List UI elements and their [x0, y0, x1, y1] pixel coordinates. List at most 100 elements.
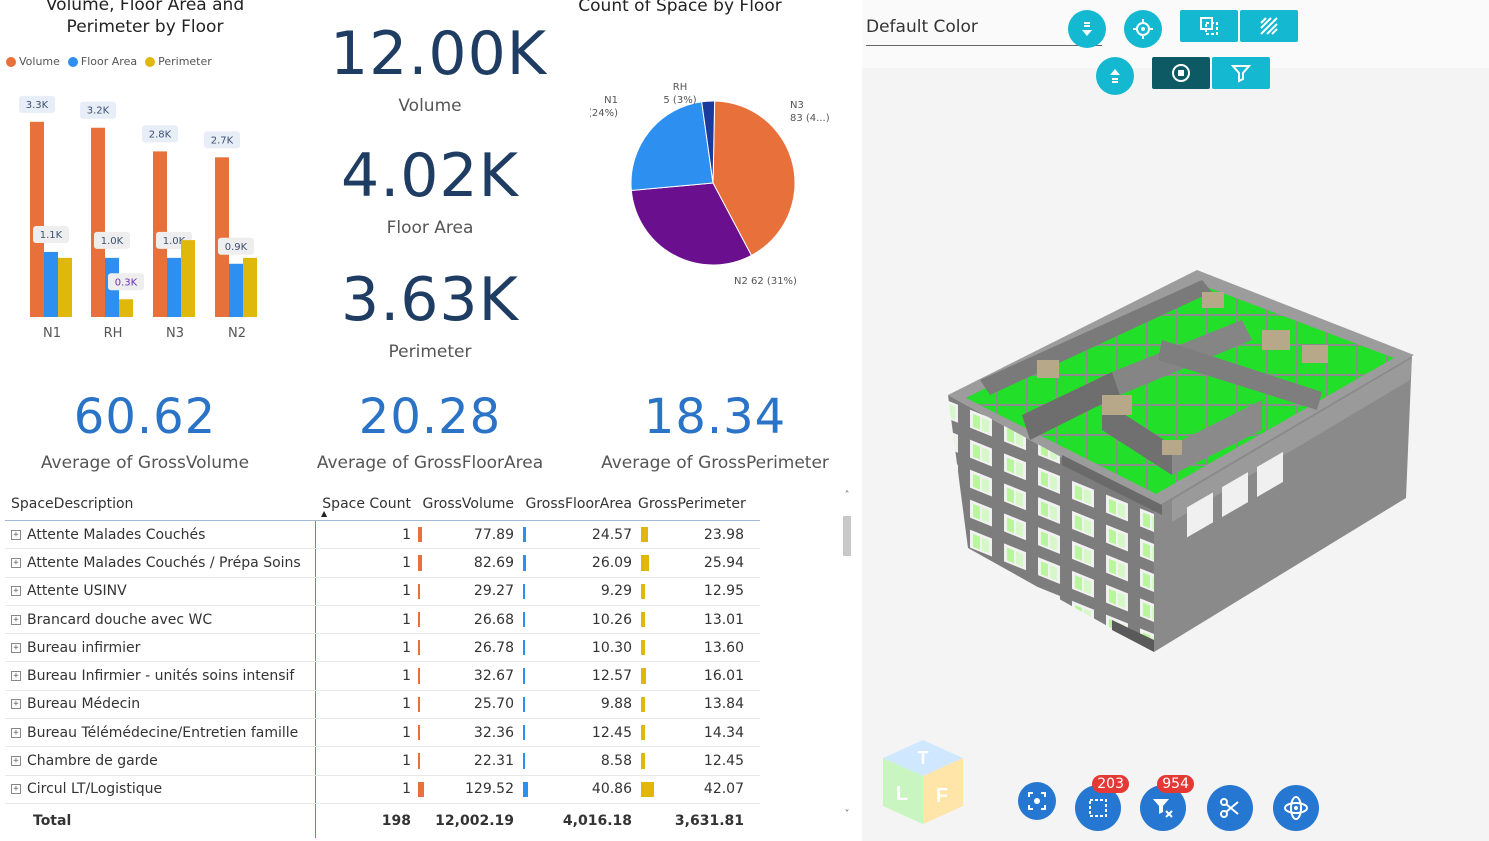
- bar-floor-area-n3[interactable]: [167, 257, 181, 317]
- scroll-up-icon[interactable]: ˄: [844, 490, 850, 501]
- cell-gross-volume: 77.89: [415, 521, 520, 548]
- gross-volume-text: 32.36: [473, 724, 514, 741]
- expand-icon[interactable]: +: [11, 756, 21, 767]
- col-header-gross-volume[interactable]: GrossVolume: [422, 496, 514, 512]
- x-tick-label: N3: [166, 326, 184, 341]
- expand-icon[interactable]: +: [11, 784, 21, 795]
- table-row[interactable]: + Bureau Infirmier - unités soins intensi…: [5, 662, 760, 691]
- table-row[interactable]: + Bureau Télémédecine/Entretien famille 1 3…: [5, 719, 760, 748]
- table-row[interactable]: + Attente Malades Couchés / Prépa Soins 1 8…: [5, 549, 760, 578]
- table-row[interactable]: + Bureau Médecin 1 25.70 9.88 13.84: [5, 690, 760, 720]
- expand-icon[interactable]: +: [11, 699, 21, 710]
- bar-perimeter-rh[interactable]: [119, 299, 133, 317]
- clear-filter-button[interactable]: 954: [1140, 775, 1194, 831]
- orbit-icon: [1284, 796, 1308, 820]
- legend-perimeter[interactable]: Perimeter: [145, 55, 212, 68]
- data-label: 2.8K: [149, 129, 172, 140]
- building-model[interactable]: [862, 0, 1489, 841]
- select-box-icon: [1089, 799, 1107, 817]
- selection-button[interactable]: 203: [1075, 775, 1129, 831]
- pie-slice-n3[interactable]: [712, 100, 796, 257]
- pie-slice-rh[interactable]: [701, 100, 716, 184]
- cell-space-description: + Chambre de garde: [5, 753, 315, 769]
- expand-icon[interactable]: +: [11, 557, 21, 568]
- filter-button[interactable]: [1212, 57, 1270, 89]
- bar-chart[interactable]: 3.3K 1.1K N1 3.2K 1.0K 0.3K RH 2.8K 1.0K N3 2.7K 0.…: [0, 90, 290, 350]
- space-description-text: Brancard douche avec WC: [27, 611, 213, 628]
- expand-button[interactable]: [1096, 57, 1134, 95]
- pie-chart-title: Count of Space by Floor: [578, 0, 782, 16]
- total-volume: 12,002.19: [435, 812, 514, 829]
- table-row[interactable]: + Brancard douche avec WC 1 26.68 10.26 13.01: [5, 605, 760, 635]
- pie-slice-n1[interactable]: [630, 101, 714, 192]
- expand-icon[interactable]: +: [11, 671, 21, 682]
- cell-gross-volume: 32.36: [415, 719, 520, 746]
- bar-floor-area-n2[interactable]: [229, 263, 243, 317]
- expand-icon[interactable]: +: [11, 642, 21, 653]
- expand-icon[interactable]: +: [11, 529, 21, 540]
- filter-clear-icon: [1153, 799, 1173, 818]
- legend-volume[interactable]: Volume: [6, 55, 60, 68]
- sort-arrow-icon: ▲: [321, 509, 328, 518]
- cell-gross-floor-area: 12.45: [520, 719, 638, 746]
- volume-bar: [418, 527, 422, 543]
- data-label-bg: [218, 237, 254, 255]
- bar-volume-n2[interactable]: [215, 157, 229, 317]
- table-row[interactable]: + Attente USINV 1 29.27 9.29 12.95: [5, 577, 760, 606]
- avg-gross-floor-area: 20.28 Average of GrossFloorArea: [310, 393, 550, 473]
- hatch-button[interactable]: [1240, 10, 1298, 42]
- arrow-down-bars-icon: [1082, 22, 1092, 36]
- bar-perimeter-n1[interactable]: [58, 257, 72, 317]
- col-header-gross-floor-area[interactable]: GrossFloorArea: [525, 496, 633, 512]
- focus-button[interactable]: [1018, 782, 1056, 820]
- col-header-space-count[interactable]: Space Count: [322, 496, 411, 512]
- pie-slice-n2[interactable]: [630, 182, 753, 266]
- expand-icon[interactable]: +: [11, 727, 21, 738]
- perimeter-bar: [641, 696, 646, 713]
- table-row[interactable]: + Circul LT/Logistique 1 129.52 40.86 42.07: [5, 775, 760, 804]
- perimeter-bar: [641, 527, 649, 543]
- gross-perimeter-text: 12.45: [703, 753, 744, 770]
- view-cube-front[interactable]: [923, 758, 963, 824]
- space-description-text: Bureau Télémédecine/Entretien famille: [27, 724, 299, 741]
- table-row[interactable]: + Attente Malades Couchés 1 77.89 24.57 23.98: [5, 521, 760, 550]
- col-header-gross-perimeter[interactable]: GrossPerimeter: [638, 496, 746, 512]
- expand-icon[interactable]: +: [11, 614, 21, 625]
- isolate-button[interactable]: [1152, 57, 1210, 89]
- table-scrollbar[interactable]: ˄ ˅: [842, 490, 852, 820]
- color-select[interactable]: Default Color: [866, 14, 1102, 46]
- data-label-bg: [108, 273, 144, 291]
- locate-button[interactable]: [1124, 10, 1162, 48]
- avg-value: 20.28: [358, 389, 502, 445]
- view-cube-left[interactable]: [883, 758, 923, 824]
- expand-icon[interactable]: +: [11, 586, 21, 597]
- volume-bar: [418, 753, 420, 769]
- legend-floor-area[interactable]: Floor Area: [67, 55, 137, 68]
- volume-bar: [418, 611, 420, 628]
- orbit-button[interactable]: [1273, 785, 1319, 831]
- pie-chart[interactable]: N3 83 (4...) N2 62 (31%) N1 48 (24%) RH 5 (3%): [590, 70, 850, 300]
- gross-floor-area-text: 12.57: [591, 668, 632, 685]
- bar-floor-area-n1[interactable]: [44, 251, 58, 317]
- compare-button[interactable]: [1180, 10, 1238, 42]
- gross-volume-text: 26.68: [473, 611, 514, 628]
- bar-perimeter-n2[interactable]: [243, 257, 257, 317]
- bar-volume-rh[interactable]: [91, 127, 105, 317]
- col-header-space-description[interactable]: SpaceDescription: [11, 496, 134, 512]
- scroll-down-icon[interactable]: ˅: [844, 809, 850, 820]
- floor-area-bar: [523, 781, 528, 797]
- cube-letter-t: T: [918, 748, 929, 768]
- view-cube[interactable]: T L F: [878, 730, 968, 830]
- perimeter-bar: [641, 668, 646, 684]
- table-row[interactable]: + Chambre de garde 1 22.31 8.58 12.45: [5, 747, 760, 776]
- section-button[interactable]: [1207, 785, 1253, 831]
- bar-perimeter-n3[interactable]: [181, 240, 195, 317]
- viewer-panel[interactable]: Default Color: [862, 0, 1489, 841]
- table-row[interactable]: + Bureau infirmier 1 26.78 10.30 13.60: [5, 634, 760, 663]
- gross-perimeter-text: 13.60: [703, 639, 744, 656]
- bar-volume-n1[interactable]: [30, 121, 44, 317]
- legend-dot-icon: [6, 56, 16, 67]
- pie-data-label: N2 62 (31%): [734, 276, 797, 287]
- collapse-button[interactable]: [1068, 10, 1106, 48]
- scroll-thumb[interactable]: [843, 516, 851, 556]
